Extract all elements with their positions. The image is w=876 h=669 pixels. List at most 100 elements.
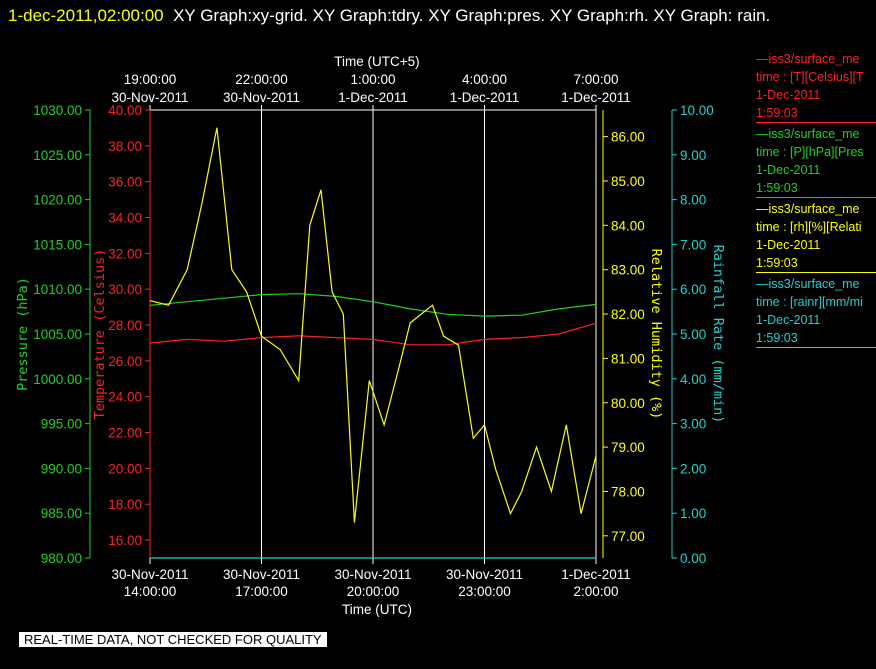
pressure-tick-label: 1005.00 — [33, 327, 82, 342]
x-tick-label-time: 20:00:00 — [347, 584, 400, 599]
x-tick-label-date: 30-Nov-2011 — [111, 567, 188, 582]
x-tick-top-time: 1:00:00 — [350, 72, 395, 87]
rain-tick-label: 2.00 — [680, 461, 706, 476]
rain-tick-label: 0.00 — [680, 551, 706, 566]
legend-line: time : [P][hPa][Pres — [756, 145, 864, 159]
humidity-tick-label: 81.00 — [611, 351, 645, 366]
temperature-tick-label: 26.00 — [108, 354, 142, 369]
x-tick-top-date: 1-Dec-2011 — [450, 90, 520, 105]
pressure-tick-label: 985.00 — [41, 506, 82, 521]
rain-axis-label: Rainfall Rate (mm/min) — [710, 245, 726, 424]
x-tick-label-time: 23:00:00 — [458, 584, 511, 599]
legend-line: 1:59:03 — [756, 331, 798, 345]
temperature-tick-label: 22.00 — [108, 426, 142, 441]
humidity-axis-label: Relative Humidity (%) — [648, 249, 664, 420]
legend-line: 1:59:03 — [756, 106, 798, 120]
rain-tick-label: 1.00 — [680, 506, 706, 521]
x-tick-top-time: 19:00:00 — [124, 72, 177, 87]
temperature-tick-label: 16.00 — [108, 533, 142, 548]
rain-tick-label: 10.00 — [680, 103, 714, 118]
legend-pressure: —iss3/surface_me time : [P][hPa][Pres 1-… — [756, 125, 876, 198]
temperature-tick-label: 28.00 — [108, 318, 142, 333]
x-tick-top-time: 7:00:00 — [573, 72, 618, 87]
pressure-tick-label: 995.00 — [41, 417, 82, 432]
pressure-tick-label: 1030.00 — [33, 103, 82, 118]
x-tick-top-date: 30-Nov-2011 — [111, 90, 188, 105]
x-tick-top-date: 1-Dec-2011 — [338, 90, 408, 105]
x-tick-top-date: 30-Nov-2011 — [223, 90, 300, 105]
legend-line: 1-Dec-2011 — [756, 238, 821, 252]
legend-line: —iss3/surface_me — [756, 52, 860, 66]
humidity-tick-label: 85.00 — [611, 174, 645, 189]
humidity-tick-label: 83.00 — [611, 263, 645, 278]
header-timestamp: 1-dec-2011,02:00:00 — [8, 6, 164, 25]
humidity-tick-label: 78.00 — [611, 484, 645, 499]
temperature-tick-label: 32.00 — [108, 246, 142, 261]
rain-tick-label: 3.00 — [680, 417, 706, 432]
humidity-tick-label: 77.00 — [611, 529, 645, 544]
temperature-tick-label: 24.00 — [108, 390, 142, 405]
temperature-series-line — [149, 322, 597, 346]
temperature-tick-label: 40.00 — [108, 103, 142, 118]
pressure-axis-label: Pressure (hPa) — [15, 277, 31, 391]
quality-disclaimer: REAL-TIME DATA, NOT CHECKED FOR QUALITY — [19, 632, 327, 647]
humidity-series-line — [149, 127, 597, 523]
temperature-tick-label: 30.00 — [108, 282, 142, 297]
humidity-tick-label: 80.00 — [611, 396, 645, 411]
pressure-tick-label: 1000.00 — [33, 372, 82, 387]
x-tick-label-date: 1-Dec-2011 — [561, 567, 631, 582]
x-tick-label-date: 30-Nov-2011 — [334, 567, 411, 582]
temperature-tick-label: 34.00 — [108, 211, 142, 226]
legend-rain: —iss3/surface_me time : [rainr][mm/mi 1-… — [756, 275, 876, 348]
legend-line: —iss3/surface_me — [756, 127, 860, 141]
rain-tick-label: 8.00 — [680, 193, 706, 208]
x-tick-top-time: 22:00:00 — [235, 72, 288, 87]
x-tick-label-date: 30-Nov-2011 — [223, 567, 300, 582]
header-titles: XY Graph:xy-grid. XY Graph:tdry. XY Grap… — [173, 6, 771, 25]
pressure-tick-label: 980.00 — [41, 551, 82, 566]
x-tick-label-time: 2:00:00 — [573, 584, 618, 599]
legend-line: time : [rainr][mm/mi — [756, 295, 863, 309]
x-axis-label-top: Time (UTC+5) — [334, 54, 419, 69]
x-tick-label-date: 30-Nov-2011 — [446, 567, 523, 582]
rain-tick-label: 4.00 — [680, 372, 706, 387]
humidity-tick-label: 82.00 — [611, 307, 645, 322]
pressure-tick-label: 1010.00 — [33, 282, 82, 297]
rain-tick-label: 5.00 — [680, 327, 706, 342]
x-tick-label-time: 14:00:00 — [124, 584, 177, 599]
legend-humidity: —iss3/surface_me time : [rh][%][Relati 1… — [756, 200, 876, 273]
rain-tick-label: 6.00 — [680, 282, 706, 297]
legend: —iss3/surface_me time : [T][Celsius][T 1… — [756, 50, 876, 350]
humidity-tick-label: 84.00 — [611, 218, 645, 233]
graph-header: 1-dec-2011,02:00:00 XY Graph:xy-grid. XY… — [8, 2, 848, 29]
legend-line: —iss3/surface_me — [756, 202, 860, 216]
temperature-tick-label: 38.00 — [108, 139, 142, 154]
temperature-tick-label: 36.00 — [108, 175, 142, 190]
temperature-tick-label: 18.00 — [108, 497, 142, 512]
pressure-tick-label: 1025.00 — [33, 148, 82, 163]
x-axis-label-bottom: Time (UTC) — [342, 602, 412, 617]
legend-line: —iss3/surface_me — [756, 277, 860, 291]
x-tick-top-time: 4:00:00 — [462, 72, 507, 87]
pressure-tick-label: 1020.00 — [33, 193, 82, 208]
legend-line: 1-Dec-2011 — [756, 88, 821, 102]
temperature-axis-label: Temperature (Celsius) — [92, 249, 108, 420]
legend-temperature: —iss3/surface_me time : [T][Celsius][T 1… — [756, 50, 876, 123]
humidity-tick-label: 79.00 — [611, 440, 645, 455]
legend-line: 1:59:03 — [756, 181, 798, 195]
pressure-tick-label: 1015.00 — [33, 237, 82, 252]
legend-line: time : [rh][%][Relati — [756, 220, 862, 234]
x-tick-top-date: 1-Dec-2011 — [561, 90, 631, 105]
legend-line: 1-Dec-2011 — [756, 313, 821, 327]
legend-line: 1-Dec-2011 — [756, 163, 821, 177]
pressure-tick-label: 990.00 — [41, 461, 82, 476]
humidity-tick-label: 86.00 — [611, 130, 645, 145]
legend-line: 1:59:03 — [756, 256, 798, 270]
legend-line: time : [T][Celsius][T — [756, 70, 864, 84]
pressure-series-line — [149, 293, 597, 317]
x-tick-label-time: 17:00:00 — [235, 584, 288, 599]
rain-tick-label: 9.00 — [680, 148, 706, 163]
rain-tick-label: 7.00 — [680, 237, 706, 252]
temperature-tick-label: 20.00 — [108, 461, 142, 476]
